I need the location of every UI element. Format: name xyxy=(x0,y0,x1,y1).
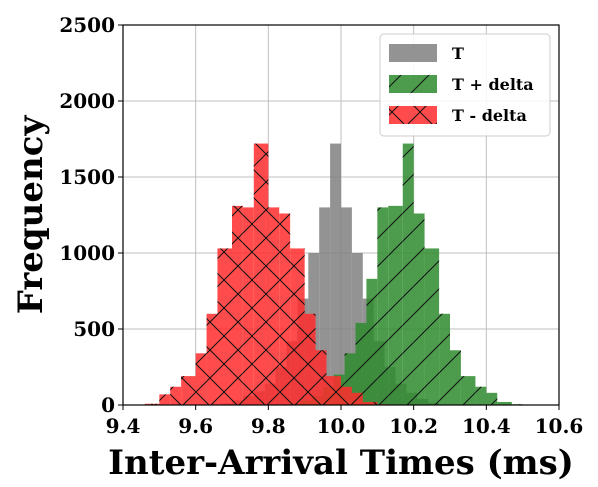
x-tick-label: 9.4 xyxy=(106,414,141,438)
histogram-bar-hatch xyxy=(290,248,305,405)
x-tick-label: 9.6 xyxy=(178,414,213,438)
x-tick-label: 9.8 xyxy=(251,414,286,438)
histogram-bar-hatch xyxy=(144,403,160,405)
histogram-bar-hatch xyxy=(326,376,341,405)
legend: T T + delta T - delta xyxy=(379,33,551,137)
histogram-bar-hatch xyxy=(268,207,280,405)
legend-label: T - delta xyxy=(452,106,527,125)
histogram-bar xyxy=(319,207,331,405)
histogram-bar-hatch xyxy=(304,313,316,405)
legend-label: T + delta xyxy=(452,75,534,94)
histogram-bars xyxy=(144,143,523,405)
histogram-bar-hatch xyxy=(362,401,378,405)
y-tick-label: 2000 xyxy=(59,89,115,113)
x-tick-label: 10.2 xyxy=(389,414,438,438)
histogram-bar-hatch xyxy=(413,213,425,405)
y-tick-label: 0 xyxy=(101,393,115,417)
y-tick-label: 1500 xyxy=(59,165,115,189)
histogram-bar-hatch xyxy=(460,376,476,405)
histogram-bar-hatch xyxy=(439,313,450,405)
x-tick-label: 10.0 xyxy=(317,414,366,438)
histogram-bar-hatch xyxy=(344,353,356,405)
y-tick-label: 2500 xyxy=(59,13,115,37)
histogram-bar-hatch xyxy=(206,313,218,405)
x-tick-label: 10.6 xyxy=(535,414,584,438)
histogram-bar-hatch xyxy=(159,394,171,405)
histogram-bar-hatch xyxy=(366,278,378,405)
histogram-bar-hatch xyxy=(402,143,414,405)
histogram-bar-hatch xyxy=(279,213,291,405)
histogram-bar-hatch xyxy=(388,205,403,405)
x-tick-label: 10.4 xyxy=(462,414,511,438)
y-axis-ticks: 0 500 1000 1500 2000 2500 xyxy=(59,13,123,417)
histogram-bar xyxy=(330,143,341,405)
y-tick-label: 500 xyxy=(73,317,115,341)
legend-swatch-hatch xyxy=(389,75,437,93)
y-axis-label: Frequency xyxy=(11,115,51,315)
histogram-bar-hatch xyxy=(232,205,243,405)
histogram-bar-hatch xyxy=(351,392,363,405)
legend-swatch-hatch xyxy=(389,106,437,124)
legend-swatch xyxy=(389,44,437,62)
legend-label: T xyxy=(452,44,464,63)
x-axis-label: Inter-Arrival Times (ms) xyxy=(108,443,574,483)
histogram-bar-hatch xyxy=(217,248,232,405)
histogram-bar-hatch xyxy=(497,401,512,405)
histogram-bar-hatch xyxy=(181,376,196,405)
histogram-bar-hatch xyxy=(253,143,269,405)
histogram-bar-hatch xyxy=(486,392,498,405)
histogram-bar-hatch xyxy=(355,322,367,405)
histogram-bar-hatch xyxy=(377,207,389,405)
histogram-bar-hatch xyxy=(242,207,254,405)
histogram-bar-hatch xyxy=(170,386,182,405)
histogram-bar xyxy=(341,207,352,405)
histogram-bar-hatch xyxy=(315,350,327,405)
histogram-bar-hatch xyxy=(195,353,207,405)
histogram-bar-hatch xyxy=(450,350,461,405)
x-axis-ticks: 9.4 9.6 9.8 10.0 10.2 10.4 10.6 xyxy=(106,405,584,438)
histogram-bar-hatch xyxy=(475,386,487,405)
y-tick-label: 1000 xyxy=(59,241,115,265)
series-t-delta xyxy=(144,143,389,405)
histogram-bar-hatch xyxy=(341,386,352,405)
histogram-bar-hatch xyxy=(424,248,440,405)
